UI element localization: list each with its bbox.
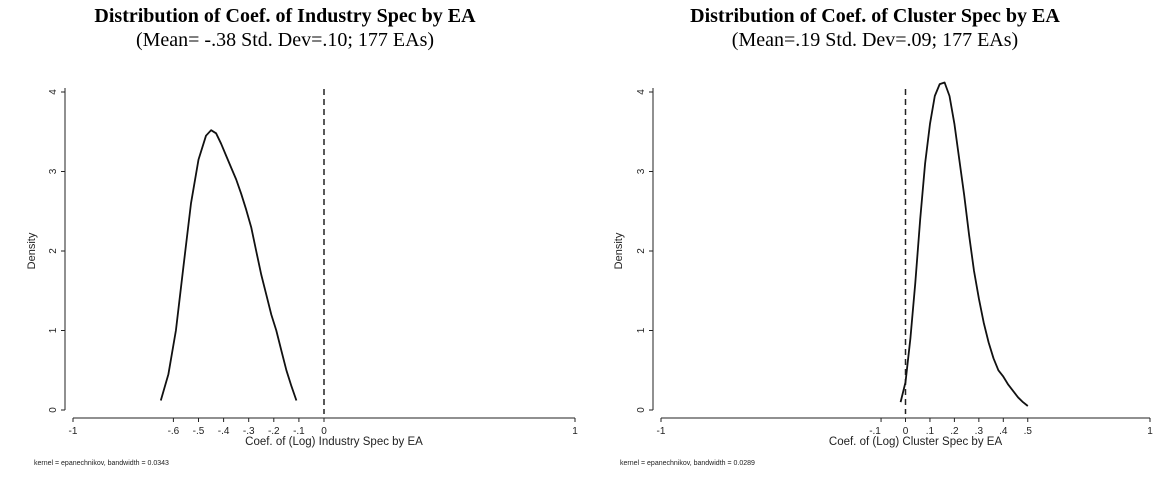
chart-title-right: Distribution of Coef. of Cluster Spec by… [595, 4, 1155, 52]
y-tick-label: 4 [636, 89, 647, 95]
chart-title: Distribution of Coef. of Industry Spec b… [94, 5, 476, 27]
x-tick-label: -.1 [869, 426, 881, 437]
x-axis-label: Coef. of (Log) Cluster Spec by EA [829, 436, 1003, 448]
kernel-note: kernel = epanechnikov, bandwidth = 0.034… [34, 460, 169, 467]
x-tick-label: -.3 [243, 426, 255, 437]
density-curve [899, 81, 1029, 407]
x-tick-label: .1 [926, 426, 935, 437]
x-tick-label: 0 [321, 426, 327, 437]
x-tick-label: 1 [572, 426, 578, 437]
y-tick-label: 0 [636, 407, 647, 413]
x-tick-label: -.5 [193, 426, 205, 437]
x-tick-label: -.4 [218, 426, 230, 437]
x-tick-label: -.6 [168, 426, 180, 437]
kernel-note: kernel = epanechnikov, bandwidth = 0.028… [620, 460, 755, 467]
y-axis-label: Density [26, 232, 38, 269]
y-tick-label: 0 [48, 407, 59, 413]
chart-subtitle: (Mean=.19 Std. Dev=.09; 177 EAs) [731, 29, 1019, 51]
x-tick-label: .4 [999, 426, 1008, 437]
y-axis-label: Density [613, 232, 625, 269]
x-tick-label: 1 [1147, 426, 1153, 437]
y-tick-label: 1 [636, 327, 647, 333]
x-tick-label: .5 [1024, 426, 1033, 437]
density-curve [159, 129, 298, 401]
chart-title: Distribution of Coef. of Cluster Spec by… [690, 5, 1060, 27]
x-tick-label: .2 [950, 426, 959, 437]
x-tick-label: -1 [69, 426, 78, 437]
x-tick-label: .3 [975, 426, 984, 437]
y-tick-label: 4 [48, 89, 59, 95]
y-tick-label: 3 [48, 168, 59, 174]
y-tick-label: 3 [636, 168, 647, 174]
x-tick-label: 0 [903, 426, 909, 437]
x-tick-label: -.1 [293, 426, 305, 437]
y-tick-label: 2 [48, 248, 59, 254]
y-tick-label: 2 [636, 248, 647, 254]
chart-title-left: Distribution of Coef. of Industry Spec b… [5, 4, 565, 52]
x-tick-label: -.2 [268, 426, 280, 437]
x-tick-label: -1 [657, 426, 666, 437]
x-axis-label: Coef. of (Log) Industry Spec by EA [245, 436, 423, 448]
y-tick-label: 1 [48, 327, 59, 333]
chart-subtitle: (Mean= -.38 Std. Dev=.10; 177 EAs) [135, 29, 435, 51]
